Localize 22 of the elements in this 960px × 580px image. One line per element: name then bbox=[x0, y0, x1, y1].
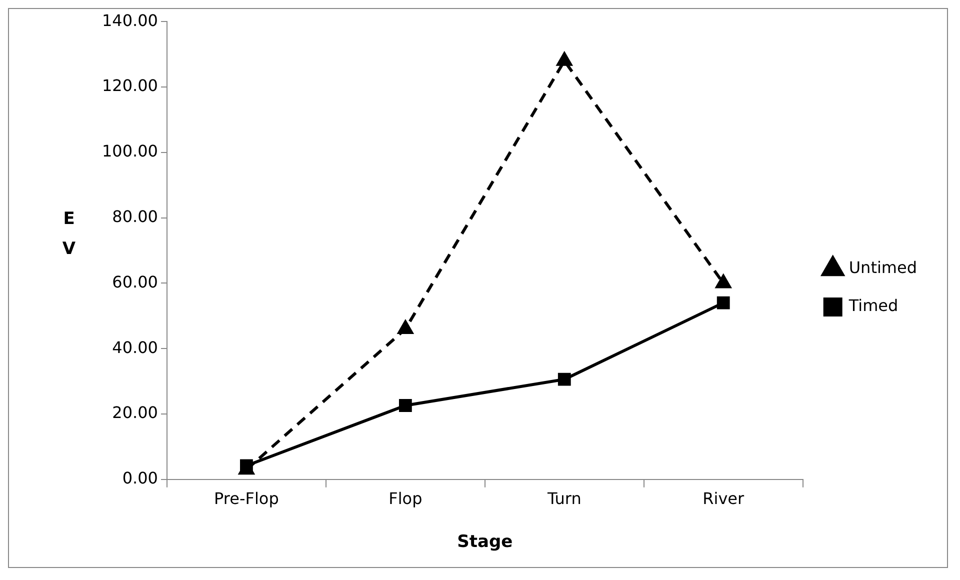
legend-label: Untimed bbox=[848, 258, 917, 278]
x-tick-label: Pre-Flop bbox=[214, 489, 279, 508]
y-tick-label: 100.00 bbox=[102, 142, 158, 161]
point bbox=[398, 320, 413, 334]
point bbox=[556, 52, 572, 66]
point bbox=[716, 296, 730, 310]
x-tick-label: Flop bbox=[388, 489, 422, 508]
y-axis-title: EV bbox=[61, 208, 77, 261]
point bbox=[716, 274, 731, 288]
legend-label: Timed bbox=[848, 296, 898, 316]
y-tick-label: 40.00 bbox=[112, 338, 158, 357]
y-tick-label: 60.00 bbox=[112, 272, 158, 292]
x-axis-title: Stage bbox=[457, 532, 513, 552]
y-tick-label: 20.00 bbox=[112, 403, 158, 422]
y-tick-label: 120.00 bbox=[102, 76, 158, 96]
point bbox=[558, 372, 571, 386]
x-tick-label: River bbox=[702, 489, 745, 508]
y-tick-label: 80.00 bbox=[112, 206, 158, 226]
x-tick-label: Turn bbox=[546, 489, 582, 508]
y-tick-label: 140.00 bbox=[102, 10, 158, 30]
point bbox=[398, 399, 412, 412]
y-tick-label: 0.00 bbox=[122, 468, 158, 488]
